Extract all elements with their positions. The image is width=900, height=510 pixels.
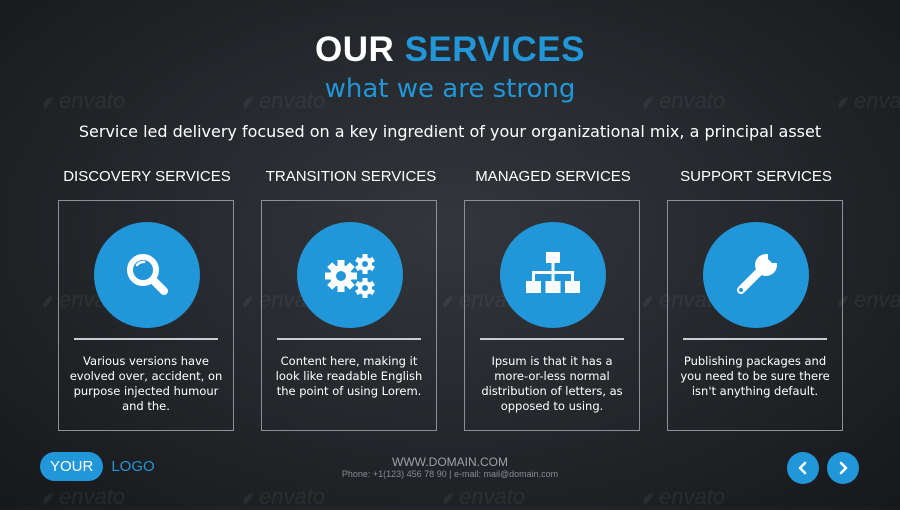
icon-circle: [297, 222, 403, 328]
envato-leaf-icon: [43, 296, 53, 308]
service-title-transition: TRANSITION SERVICES: [265, 168, 437, 185]
service-title-managed: MANAGED SERVICES: [475, 168, 631, 185]
title-word-our: OUR: [315, 30, 395, 69]
hierarchy-icon: [526, 252, 580, 293]
watermark: envato: [440, 484, 525, 510]
magnifier-icon: [127, 254, 168, 295]
service-description: Various versions have evolved over, acci…: [69, 354, 223, 413]
service-description: Ipsum is that it has a more-or-less norm…: [481, 354, 623, 413]
envato-leaf-icon: [43, 493, 53, 505]
chevron-left-icon: [798, 461, 807, 475]
intro-text: Service led delivery focused on a key in…: [78, 122, 822, 141]
wrench-icon: [737, 251, 780, 294]
footer-domain[interactable]: WWW.DOMAIN.COM: [392, 455, 508, 469]
card-divider: [480, 338, 624, 340]
next-button[interactable]: [827, 452, 859, 484]
page-subtitle: what we are strong: [324, 74, 576, 104]
service-card-support: Publishing packages and you need to be s…: [667, 200, 843, 431]
envato-leaf-icon: [643, 97, 653, 109]
watermark: envato: [640, 88, 725, 114]
card-divider: [277, 338, 421, 340]
envato-leaf-icon: [243, 493, 253, 505]
envato-leaf-icon: [838, 296, 848, 308]
watermark: envato: [835, 88, 900, 114]
chevron-right-icon: [839, 461, 848, 475]
footer-contact: Phone: +1(123) 456 78 90 | e-mail: mail@…: [341, 469, 559, 479]
watermark: envato: [40, 88, 125, 114]
envato-leaf-icon: [643, 296, 653, 308]
envato-leaf-icon: [443, 493, 453, 505]
icon-circle: [500, 222, 606, 328]
envato-leaf-icon: [443, 296, 453, 308]
envato-leaf-icon: [43, 97, 53, 109]
envato-leaf-icon: [643, 493, 653, 505]
icon-circle: [703, 222, 809, 328]
gears-icon: [325, 254, 375, 298]
card-divider: [683, 338, 827, 340]
card-divider: [74, 338, 218, 340]
watermark: envato: [240, 88, 325, 114]
envato-leaf-icon: [838, 97, 848, 109]
logo-text: LOGO: [111, 458, 155, 475]
title-word-services: SERVICES: [404, 30, 585, 69]
icon-circle: [94, 222, 200, 328]
service-title-discovery: DISCOVERY SERVICES: [63, 168, 231, 185]
service-card-transition: Content here, making it look like readab…: [261, 200, 437, 431]
watermark: envato: [40, 484, 125, 510]
logo[interactable]: YOUR LOGO: [40, 452, 155, 481]
page-title: OUR SERVICES: [0, 30, 900, 70]
service-description: Content here, making it look like readab…: [275, 354, 423, 398]
watermark: envato: [640, 484, 725, 510]
service-card-managed: Ipsum is that it has a more-or-less norm…: [464, 200, 640, 431]
envato-leaf-icon: [243, 296, 253, 308]
service-description: Publishing packages and you need to be s…: [680, 354, 830, 398]
logo-pill: YOUR: [40, 452, 104, 481]
service-card-discovery: Various versions have evolved over, acci…: [58, 200, 234, 431]
service-title-support: SUPPORT SERVICES: [680, 168, 832, 185]
prev-button[interactable]: [787, 452, 819, 484]
envato-leaf-icon: [243, 97, 253, 109]
watermark: envato: [835, 287, 900, 313]
watermark: envato: [240, 484, 325, 510]
